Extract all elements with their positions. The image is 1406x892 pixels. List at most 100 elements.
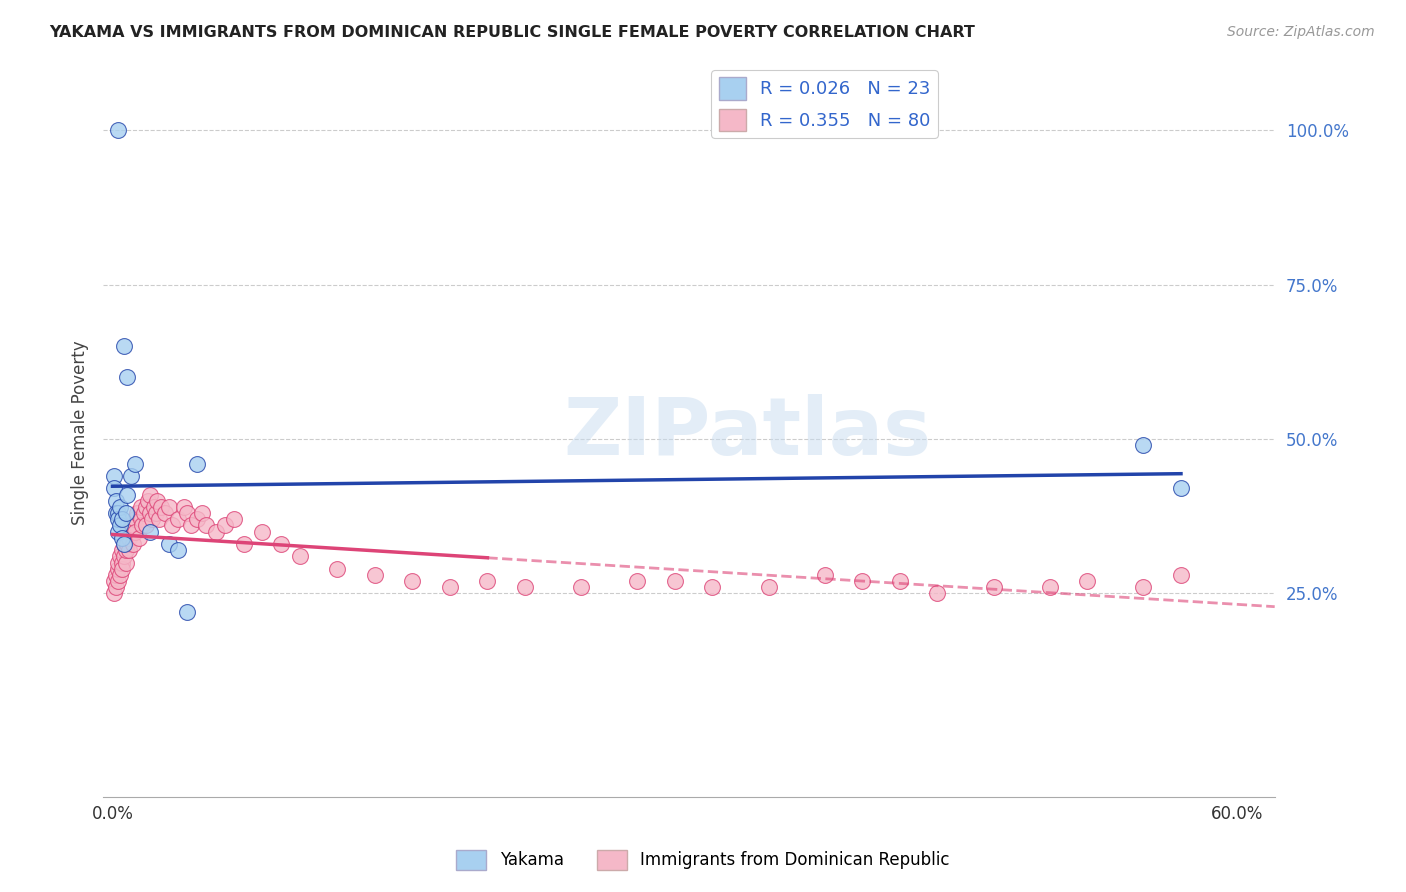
Point: [1170, 567, 1192, 582]
Point: [150, 500, 173, 514]
Point: [186, 457, 208, 471]
Point: [120, 524, 142, 539]
Point: [117, 487, 139, 501]
Y-axis label: Single Female Poverty: Single Female Poverty: [72, 341, 89, 525]
Point: [145, 506, 167, 520]
Point: [513, 580, 536, 594]
Point: [122, 537, 145, 551]
Point: [569, 580, 592, 594]
Point: [1132, 580, 1154, 594]
Point: [477, 574, 499, 588]
Point: [112, 549, 135, 564]
Point: [107, 512, 129, 526]
Point: [1132, 438, 1154, 452]
Text: ZIPatlas: ZIPatlas: [564, 394, 932, 472]
Point: [167, 512, 190, 526]
Point: [214, 518, 236, 533]
Point: [103, 469, 125, 483]
Point: [105, 506, 128, 520]
Point: [1076, 574, 1098, 588]
Point: [288, 549, 311, 564]
Point: [146, 493, 169, 508]
Point: [128, 531, 150, 545]
Point: [105, 493, 128, 508]
Legend: R = 0.026   N = 23, R = 0.355   N = 80: R = 0.026 N = 23, R = 0.355 N = 80: [711, 70, 938, 137]
Point: [439, 580, 461, 594]
Point: [112, 339, 135, 353]
Point: [364, 567, 387, 582]
Point: [139, 524, 162, 539]
Point: [851, 574, 873, 588]
Point: [117, 537, 139, 551]
Point: [111, 543, 134, 558]
Point: [105, 567, 128, 582]
Point: [120, 518, 142, 533]
Legend: Yakama, Immigrants from Dominican Republic: Yakama, Immigrants from Dominican Republ…: [450, 843, 956, 877]
Point: [1039, 580, 1062, 594]
Point: [224, 512, 246, 526]
Point: [191, 506, 214, 520]
Point: [117, 524, 139, 539]
Point: [118, 531, 141, 545]
Point: [401, 574, 423, 588]
Point: [157, 500, 180, 514]
Point: [120, 469, 142, 483]
Point: [148, 512, 170, 526]
Point: [111, 531, 134, 545]
Point: [107, 524, 129, 539]
Point: [105, 580, 128, 594]
Point: [270, 537, 292, 551]
Point: [108, 518, 131, 533]
Point: [176, 605, 198, 619]
Point: [112, 537, 135, 551]
Point: [103, 574, 125, 588]
Point: [702, 580, 724, 594]
Point: [124, 512, 146, 526]
Point: [108, 567, 131, 582]
Point: [112, 537, 135, 551]
Point: [195, 518, 218, 533]
Point: [139, 506, 162, 520]
Point: [153, 506, 176, 520]
Point: [758, 580, 780, 594]
Point: [232, 537, 254, 551]
Point: [162, 518, 184, 533]
Point: [114, 556, 136, 570]
Point: [983, 580, 1005, 594]
Point: [129, 512, 152, 526]
Point: [167, 543, 190, 558]
Point: [124, 457, 146, 471]
Point: [122, 518, 145, 533]
Point: [135, 500, 157, 514]
Point: [107, 123, 129, 137]
Point: [139, 487, 162, 501]
Point: [124, 524, 146, 539]
Point: [157, 537, 180, 551]
Point: [664, 574, 686, 588]
Point: [141, 512, 163, 526]
Point: [107, 506, 129, 520]
Point: [131, 518, 153, 533]
Text: Source: ZipAtlas.com: Source: ZipAtlas.com: [1227, 25, 1375, 39]
Point: [186, 512, 208, 526]
Point: [114, 506, 136, 520]
Point: [180, 518, 202, 533]
Point: [108, 549, 131, 564]
Point: [107, 556, 129, 570]
Point: [626, 574, 648, 588]
Point: [125, 506, 148, 520]
Point: [204, 524, 226, 539]
Point: [135, 518, 157, 533]
Point: [107, 574, 129, 588]
Point: [107, 562, 129, 576]
Point: [111, 512, 134, 526]
Point: [326, 562, 349, 576]
Point: [927, 586, 949, 600]
Point: [136, 493, 159, 508]
Point: [142, 500, 165, 514]
Point: [173, 500, 195, 514]
Point: [814, 567, 837, 582]
Point: [176, 506, 198, 520]
Text: YAKAMA VS IMMIGRANTS FROM DOMINICAN REPUBLIC SINGLE FEMALE POVERTY CORRELATION C: YAKAMA VS IMMIGRANTS FROM DOMINICAN REPU…: [49, 25, 976, 40]
Point: [1170, 482, 1192, 496]
